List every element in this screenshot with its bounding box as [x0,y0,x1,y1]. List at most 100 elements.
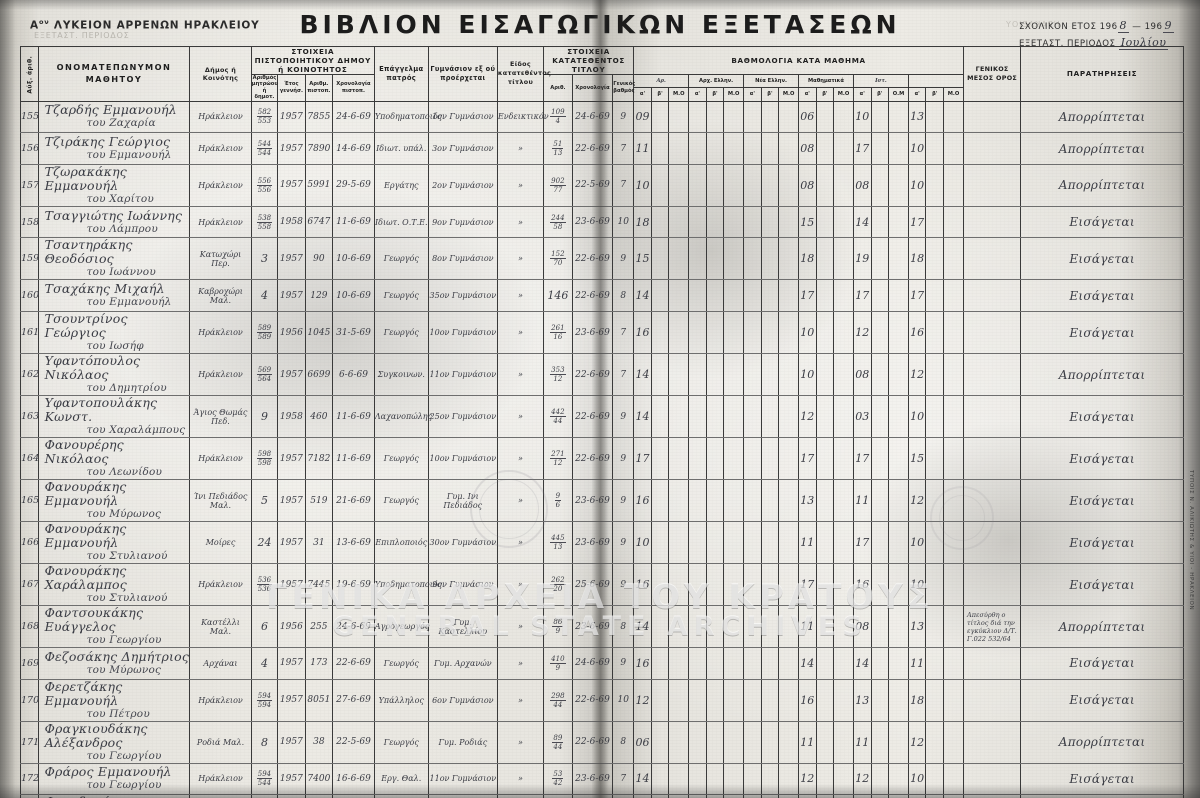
sub-mo: Μ.Ο [943,87,965,102]
cell-municipality: Ηράκλειον [189,311,252,354]
cell-grade-subject3-mo [778,437,799,480]
table-row[interactable]: 169 Φεζοσάκης Δημήτριος του Μύρωνος Αρχάναι… [20,647,1184,680]
cell-general-average [963,678,1022,722]
cell-grade-subject1-b [650,353,670,396]
page-edge-top [0,0,1200,10]
cell-gymnasium: 10ον Γυμνάσιον [427,437,498,480]
table-row[interactable]: 157 Τζωρακάκης Εμμανουήλ του Χαρίτου Ηράκλε… [20,163,1184,207]
cell-cert-register: 569 564 [250,353,279,396]
school-year-block: ΣΧΟΛΙΚΟΝ ΕΤΟΣ 196 8 — 196 9 ΕΞΕΤΑΣΤ. ΠΕΡΙΟ… [1019,18,1174,52]
cell-title-kind: » [496,237,545,281]
cell-grade-subject5-a: 12 [852,311,872,354]
cell-municipality: Ηράκλειον [189,563,252,606]
cell-grade-subject3-a [743,678,762,722]
table-row[interactable]: 167 Φανουράκης Χαράλαμπος του Στυλιανού Ηρά… [20,563,1184,606]
table-row[interactable]: 159 Τσαντηράκης Θεοδόσιος του Ιωάννου Κατωχ… [20,237,1184,281]
cell-grade-subject1-a: 14 [633,605,652,648]
cell-grade-subject6-b [925,605,945,648]
cell-grade-subject1-b [650,605,670,648]
cell-student-name: Φανουρέρης Νικόλαος του Λεωνίδου [37,437,191,480]
cell-title-kind: » [496,605,545,648]
cell-grade-subject1-mo [668,605,690,648]
cell-grade-subject4-a: 14 [798,647,817,680]
cell-father-job: Γεωργός [373,437,429,480]
cell-municipality: Ίνι Πεδιάδος Μαλ. [189,479,252,522]
cell-father-job: Γεωργός [373,311,429,354]
cell-gymnasium: Γυμ. Καστελλίου [427,605,498,648]
cell-title-kind: » [496,762,545,796]
cell-father-job: Υποδηματοποιός [373,100,442,134]
cell-patronymic: του Στυλιανού [86,592,168,604]
cell-grade-subject1-mo [668,237,690,281]
cell-cert-date: 24-6-69 [332,100,375,134]
cell-grade-subject5-a: 08 [852,163,872,207]
cell-grade-subject2-b [705,279,725,312]
cell-grade-subject5-a: 11 [852,720,872,764]
cell-title-number: 410 9 [543,647,573,680]
cell-grade-subject3-b [760,205,780,239]
cell-cert-number: 1045 [304,311,334,354]
table-row[interactable]: 160 Τσαχάκης Μιχαήλ του Εμμανουήλ Καβροχώρι… [20,279,1184,312]
cell-grade-subject6-mo [943,605,965,648]
cell-remarks: Απορρίπτεται [1020,720,1184,764]
table-row[interactable]: 168 Φαντσουκάκης Ευάγγελος του Γεωργίου Κασ… [20,605,1184,648]
cell-grade-subject5-a: 13 [852,678,872,722]
cell-student-name: Τσαντηράκης Θεοδόσιος του Ιωάννου [37,237,191,281]
cell-remarks: Εισάγεται [1020,479,1184,522]
cell-grade-subject1-b [650,647,670,680]
cell-birth-year: 1956 [277,311,306,354]
cell-title-number: 445 13 [543,521,573,564]
cell-title-kind: » [496,132,545,165]
cell-grade-subject1-a: 14 [633,279,652,312]
cell-grade-subject5-om [888,794,909,798]
col-cert-birthyear: Έτος γεννήσ. [277,74,306,102]
cell-patronymic: του Μύρωνος [86,663,162,676]
cell-title-date: 22-6-69 [571,678,614,722]
cell-general-average [963,100,1022,134]
table-row[interactable]: 171 Φραγκιουδάκης Αλέξανδρος του Γεωργίου Ρ… [20,720,1184,764]
sub-a: α' [798,87,817,102]
cell-student-name: Φανουράκης Χαράλαμπος του Στυλιανού [37,563,191,606]
cell-grade-subject3-mo [778,479,799,522]
table-row[interactable]: 161 Τσουντρίνος Γεώργιος του Ιωσήφ Ηράκλειο… [20,311,1184,354]
cell-grade-subject4-b [815,205,835,239]
cell-cert-date: 22-6-69 [332,647,375,680]
table-row[interactable]: 156 Τζιράκης Γεώργιος του Εμμανουήλ Ηράκλει… [20,132,1184,165]
table-row[interactable]: 162 Υφαντόπουλος Νικόλαος του Δημητρίου Ηρά… [20,353,1184,396]
table-row[interactable]: 166 Φανουράκης Εμμανουήλ του Στυλιανού Μοίρ… [20,521,1184,564]
sub-a: α' [633,87,652,102]
cell-municipality: Ηράκλειον [189,353,252,396]
cell-cert-number: 255 [304,605,334,648]
cell-title-number: 86 9 [543,605,573,648]
cell-general-average: 10 [963,794,1022,798]
cell-cert-number: 5991 [304,163,334,207]
cell-grade-subject2-a [688,647,707,680]
cell-grade-subject5-om [888,279,909,312]
table-row[interactable]: 165 Φανουράκης Εμμανουήλ του Μύρωνος Ίνι Πε… [20,479,1184,522]
cell-grade-subject5-om [888,521,909,564]
cell-grade-subject3-a [743,479,762,522]
cell-gymnasium: 35ον Γυμνάσιον [427,279,498,312]
cell-grade-subject5-b [870,132,890,165]
sub-om: Ο.Μ [888,87,909,102]
cell-grade-subject1-a: 11 [633,132,652,165]
table-row[interactable]: 155 Τζαρδής Εμμανουήλ του Ζαχαρία Ηράκλειον… [20,100,1184,134]
cell-grade-subject2-mo [723,311,745,354]
cell-title-date: 23-6-69 [571,479,614,522]
cell-municipality: Ηράκλειον [189,205,252,239]
cell-birth-year: 1957 [277,678,306,722]
cell-grade-subject5-a: 08 [852,605,872,648]
table-row[interactable]: 158 Τσαγγιώτης Ιωάννης του Λάμπρου Ηράκλειο… [20,205,1184,239]
cell-title-grade: 7 [612,132,635,165]
cell-title-grade: 7 [612,794,635,798]
cell-father-job: Γεωργός [373,720,429,764]
cell-grade-subject5-b [870,100,890,134]
table-body: 155 Τζαρδής Εμμανουήλ του Ζαχαρία Ηράκλειον… [20,100,1184,798]
cell-cert-date: 16-6-69 [332,762,375,796]
cell-grade-subject3-mo [778,395,799,438]
cell-grade-subject2-a [688,132,707,165]
cell-title-date: 24-6-69 [571,100,614,134]
cell-cert-date: 11-6-69 [332,205,375,239]
table-row[interactable]: 164 Φανουρέρης Νικόλαος του Λεωνίδου Ηράκλε… [20,437,1184,480]
